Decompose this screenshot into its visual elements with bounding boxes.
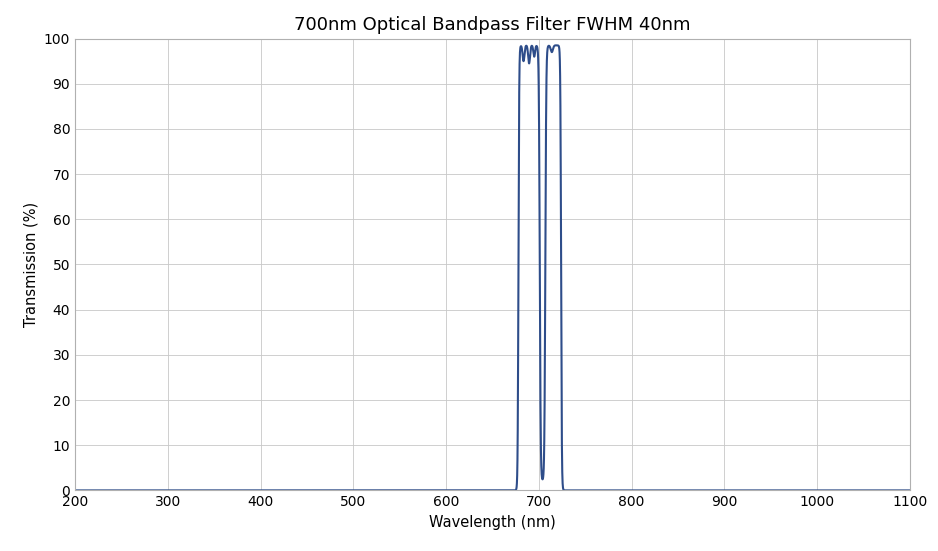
X-axis label: Wavelength (nm): Wavelength (nm) [429,515,556,530]
Y-axis label: Transmission (%): Transmission (%) [23,202,38,327]
Title: 700nm Optical Bandpass Filter FWHM 40nm: 700nm Optical Bandpass Filter FWHM 40nm [295,16,690,34]
